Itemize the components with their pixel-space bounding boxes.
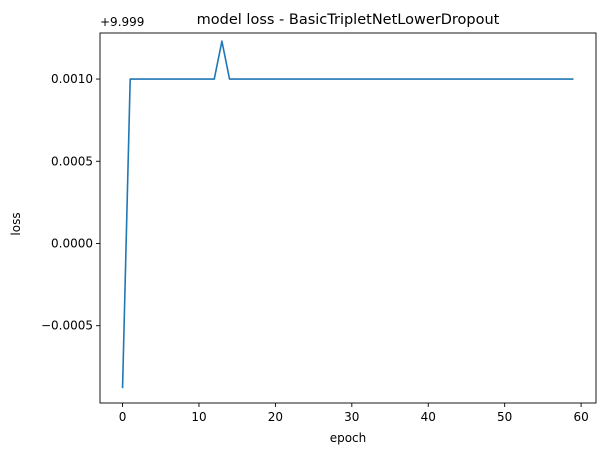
plot-area: 0 10 20 30 40 50 60 −0.0005 0.0000 0.0005 0.0010: [41, 32, 597, 424]
chart-title: model loss - BasicTripletNetLowerDropout: [197, 12, 500, 28]
y-axis-label: loss: [9, 212, 23, 235]
x-tick-label: 30: [344, 410, 359, 424]
x-tick-label: 40: [421, 410, 436, 424]
axes-frame: [99, 32, 597, 404]
y-tick-label: 0.0000: [51, 236, 93, 250]
x-tick-label: 0: [119, 410, 127, 424]
y-tick-label: 0.0005: [51, 154, 93, 168]
y-tick-label: 0.0010: [51, 72, 93, 86]
series-line: [121, 40, 574, 389]
x-tick-label: 50: [497, 410, 512, 424]
x-tick-label: 10: [191, 410, 206, 424]
y-tick-label: −0.0005: [41, 319, 93, 333]
y-offset-label: +9.999: [100, 15, 144, 29]
x-axis-label: epoch: [330, 431, 367, 445]
x-tick-label: 60: [573, 410, 588, 424]
x-tick-label: 20: [268, 410, 283, 424]
